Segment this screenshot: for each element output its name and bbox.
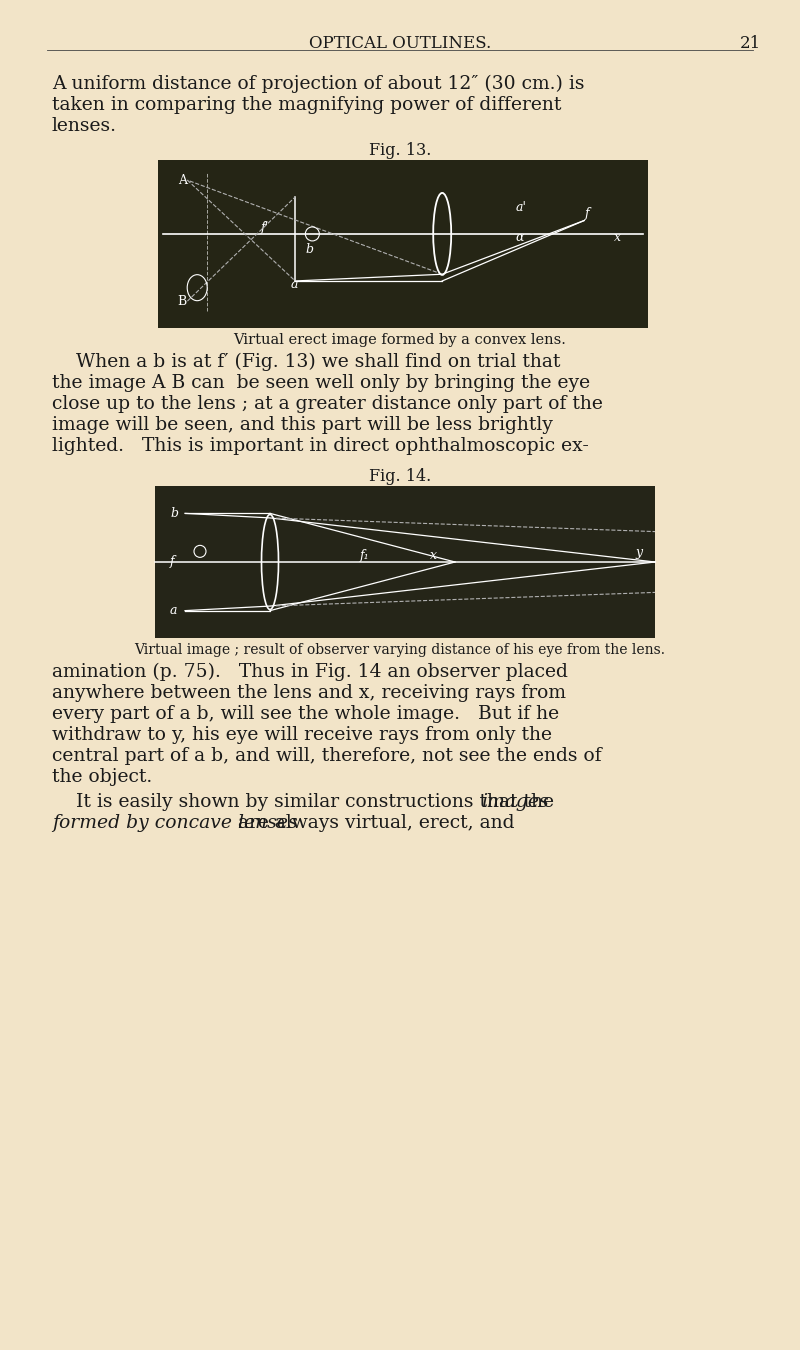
Text: When a b is at f′ (Fig. 13) we shall find on trial that: When a b is at f′ (Fig. 13) we shall fin… [52, 352, 560, 371]
Text: Virtual erect image formed by a convex lens.: Virtual erect image formed by a convex l… [234, 333, 566, 347]
Text: amination (p. 75).   Thus in Fig. 14 an observer placed: amination (p. 75). Thus in Fig. 14 an ob… [52, 663, 568, 682]
Text: b: b [170, 506, 178, 520]
Text: A uniform distance of projection of about 12″ (30 cm.) is: A uniform distance of projection of abou… [52, 76, 585, 93]
Bar [158, 161, 648, 328]
Text: OPTICAL OUTLINES.: OPTICAL OUTLINES. [309, 35, 491, 53]
Text: α: α [516, 231, 524, 244]
Text: Fig. 13.: Fig. 13. [369, 142, 431, 159]
Text: every part of a b, will see the whole image.   But if he: every part of a b, will see the whole im… [52, 705, 559, 724]
Text: taken in comparing the magnifying power of different: taken in comparing the magnifying power … [52, 96, 562, 113]
Text: lighted.   This is important in direct ophthalmoscopic ex-: lighted. This is important in direct oph… [52, 437, 589, 455]
Text: formed by concave lenses: formed by concave lenses [52, 814, 298, 832]
Text: Fig. 14.: Fig. 14. [369, 468, 431, 485]
Text: It is easily shown by similar constructions that the: It is easily shown by similar constructi… [52, 792, 560, 811]
Text: y: y [635, 547, 642, 559]
Text: a: a [290, 278, 298, 290]
Text: f: f [170, 555, 174, 568]
Text: f: f [584, 208, 589, 220]
Text: lenses.: lenses. [52, 117, 117, 135]
Text: anywhere between the lens and x, receiving rays from: anywhere between the lens and x, receivi… [52, 684, 566, 702]
Text: Virtual image ; result of observer varying distance of his eye from the lens.: Virtual image ; result of observer varyi… [134, 643, 666, 657]
Text: B: B [178, 294, 187, 308]
Text: x: x [430, 549, 437, 563]
Text: images: images [481, 792, 548, 811]
Text: b: b [305, 243, 313, 255]
Text: are always virtual, erect, and: are always virtual, erect, and [233, 814, 515, 832]
Text: 21: 21 [739, 35, 761, 53]
Bar [155, 486, 655, 639]
Text: f': f' [261, 220, 269, 234]
Text: a: a [170, 605, 178, 617]
Text: f₁: f₁ [360, 549, 370, 563]
Text: central part of a b, and will, therefore, not see the ends of: central part of a b, and will, therefore… [52, 747, 602, 765]
Text: the object.: the object. [52, 768, 152, 786]
Text: image will be seen, and this part will be less brightly: image will be seen, and this part will b… [52, 416, 553, 433]
Text: withdraw to y, his eye will receive rays from only the: withdraw to y, his eye will receive rays… [52, 726, 552, 744]
Text: A: A [178, 174, 186, 186]
Text: the image Α Β can  be seen well only by bringing the eye: the image Α Β can be seen well only by b… [52, 374, 590, 392]
Text: x: x [614, 231, 621, 244]
Text: close up to the lens ; at a greater distance only part of the: close up to the lens ; at a greater dist… [52, 396, 603, 413]
Text: a': a' [516, 201, 526, 213]
